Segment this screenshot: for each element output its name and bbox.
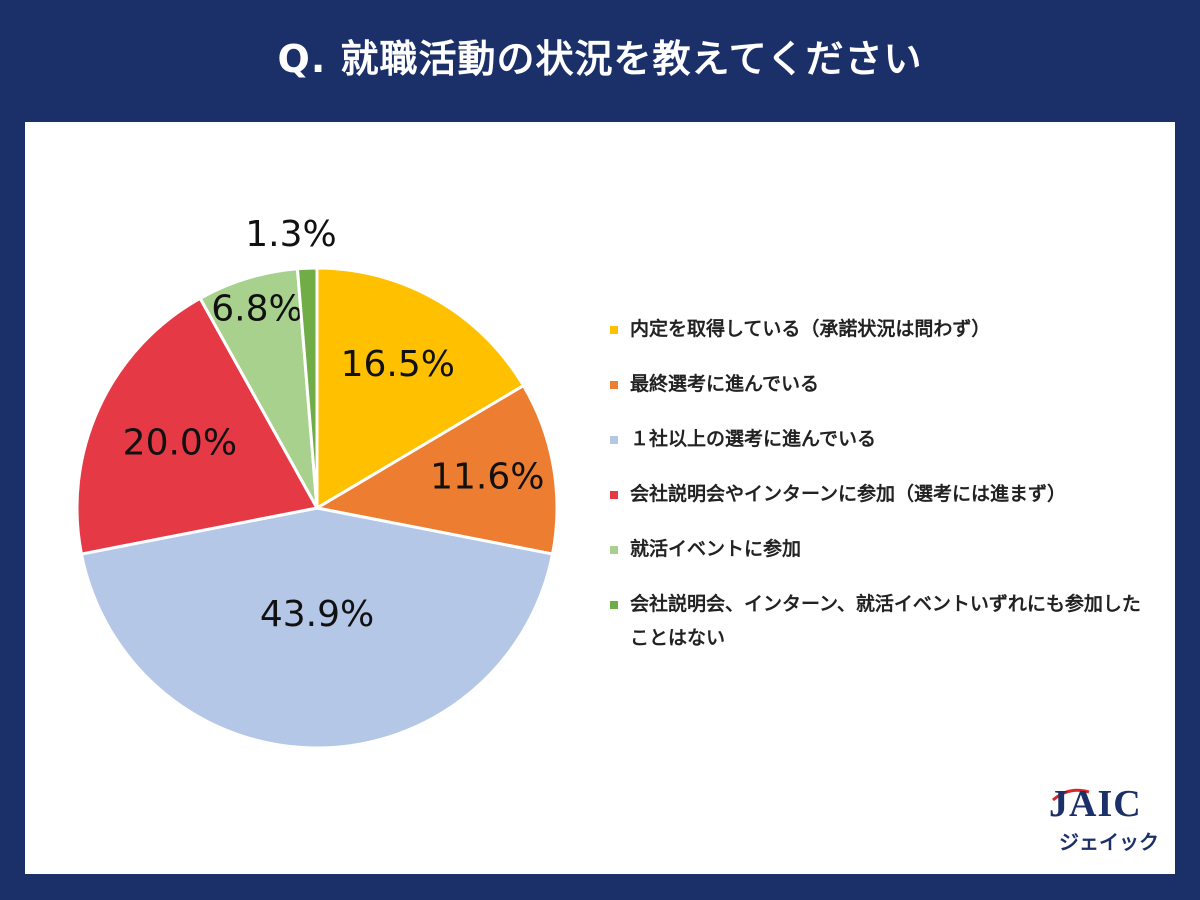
slice-data-label: 43.9% [260, 594, 374, 635]
legend-label: 会社説明会やインターンに参加（選考には進まず） [630, 483, 1067, 505]
slice-data-label: 16.5% [341, 344, 455, 385]
page-title: Q. 就職活動の状況を教えてください [277, 37, 923, 81]
legend-label: 会社説明会、インターン、就活イベントいずれにも参加したことはない [630, 593, 1141, 649]
pie-slice [295, 266, 319, 509]
legend-swatch [610, 601, 618, 609]
legend-label: 就活イベントに参加 [630, 538, 802, 560]
legend-item: 会社説明会やインターンに参加（選考には進まず） [610, 477, 1150, 511]
legend-label: 最終選考に進んでいる [630, 373, 820, 395]
legend-label: 内定を取得している（承諾状況は問わず） [630, 318, 991, 340]
legend-item: 内定を取得している（承諾状況は問わず） [610, 312, 1150, 346]
logo-swoosh-icon [1052, 788, 1090, 802]
chart-legend: 内定を取得している（承諾状況は問わず） 最終選考に進んでいる １社以上の選考に進んで… [610, 312, 1150, 676]
legend-item: １社以上の選考に進んでいる [610, 422, 1150, 456]
logo-sub-text: ジェイック [1059, 830, 1159, 854]
slice-data-label: 20.0% [123, 422, 237, 463]
legend-swatch [610, 436, 618, 444]
pie-slice [312, 383, 559, 556]
jaic-logo: JAIC ジェイック [1049, 782, 1159, 854]
pie-chart: 16.5% 11.6% 43.9% 20.0% 6.8% 1.3% [75, 214, 559, 750]
chart-card: 16.5% 11.6% 43.9% 20.0% 6.8% 1.3% 内定を取得している（承… [25, 122, 1175, 874]
logo-main-text: JAIC [1049, 783, 1142, 825]
pie-slice [79, 506, 555, 750]
legend-swatch [610, 381, 618, 389]
slice-data-label: 6.8% [211, 289, 302, 330]
slice-data-label: 1.3% [245, 214, 336, 255]
legend-swatch [610, 546, 618, 554]
slice-data-label: 11.6% [430, 457, 544, 498]
legend-swatch [610, 491, 618, 499]
legend-label: １社以上の選考に進んでいる [630, 428, 877, 450]
pie-slice [75, 296, 320, 556]
legend-item: 就活イベントに参加 [610, 532, 1150, 566]
legend-item: 最終選考に進んでいる [610, 367, 1150, 401]
legend-swatch [610, 326, 618, 334]
legend-item: 会社説明会、インターン、就活イベントいずれにも参加したことはない [610, 587, 1150, 655]
pie-slice [315, 266, 526, 511]
